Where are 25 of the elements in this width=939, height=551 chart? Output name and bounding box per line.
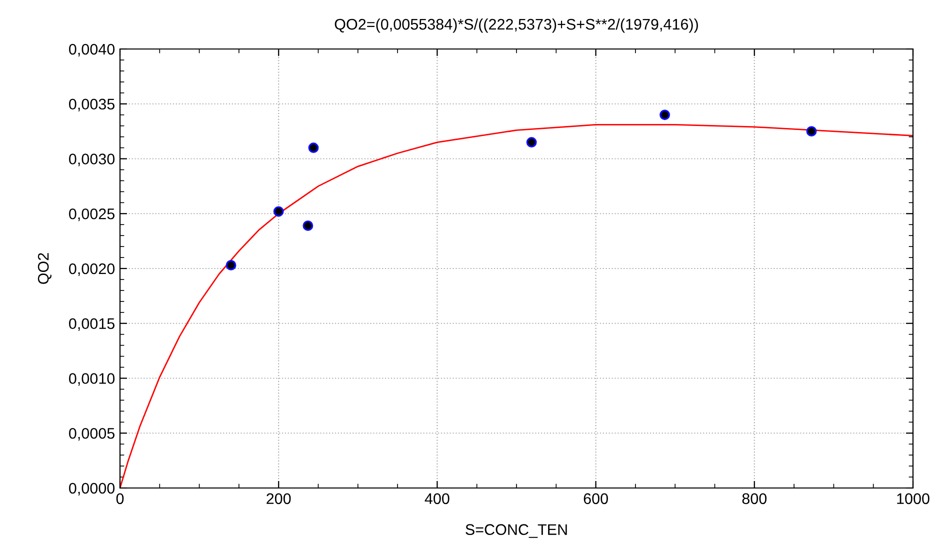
y-tick-label: 0,0005 [69, 428, 115, 441]
x-tick-label: 0 [116, 493, 124, 504]
y-tick-label: 0,0030 [69, 154, 115, 166]
x-tick-label: 400 [424, 493, 450, 504]
x-tick-label: 200 [266, 493, 291, 504]
y-tick-label: 0,0020 [69, 263, 115, 276]
point [308, 142, 319, 153]
y-tick-label: 0,0035 [69, 98, 115, 112]
point [273, 206, 284, 217]
x-axis-title: S=CONC_TEN [466, 524, 567, 538]
point [806, 126, 817, 137]
y-tick-label: 0,0010 [69, 373, 115, 386]
x-tick-label: 600 [584, 493, 608, 504]
y-tick-label: 0,0025 [69, 208, 115, 222]
y-tick-label: 0,0000 [69, 482, 115, 496]
y-tick-label: 0,0015 [69, 318, 115, 331]
chart-title: QO2=(0,0055384)*S/((222,5373)+S+S**2/(1979,416)) [334, 18, 698, 33]
point [526, 137, 537, 148]
x-tick-label: 1000 [897, 493, 930, 504]
point [226, 260, 236, 270]
y-tick-label: 0,0040 [69, 44, 115, 56]
point [660, 110, 670, 120]
point [302, 220, 314, 231]
y-axis-title: QO2 [38, 253, 52, 284]
x-tick-label: 800 [742, 493, 767, 504]
